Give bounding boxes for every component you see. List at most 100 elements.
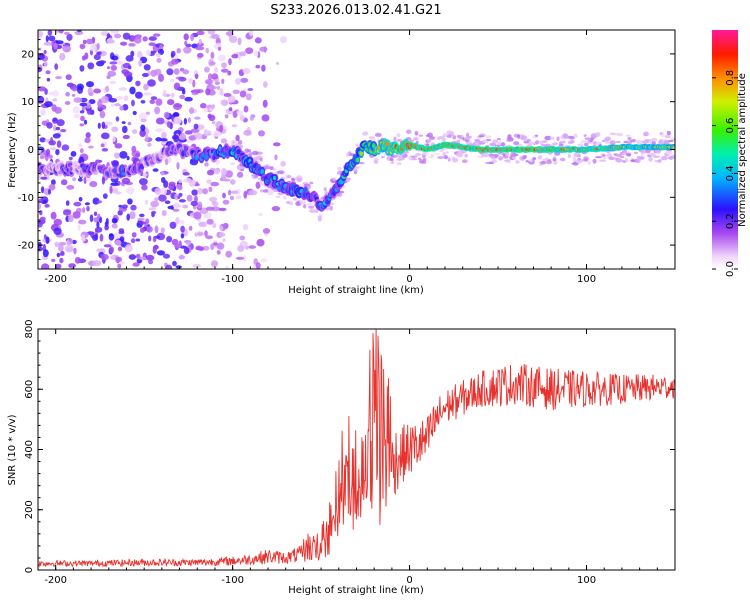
noise-blob — [173, 68, 180, 75]
noise-blob — [258, 130, 265, 137]
noise-blob — [261, 64, 266, 72]
halo-blob — [465, 136, 470, 141]
noise-blob — [85, 132, 91, 139]
noise-blob — [196, 30, 205, 36]
halo-blob — [374, 132, 382, 138]
noise-blob — [78, 143, 83, 148]
halo-blob — [633, 151, 639, 155]
noise-blob — [124, 72, 129, 77]
halo-blob — [535, 140, 540, 145]
halo-blob — [323, 187, 327, 192]
noise-blob — [198, 221, 206, 227]
noise-blob — [240, 77, 249, 83]
noise-blob — [263, 81, 268, 88]
noise-blob — [50, 137, 54, 145]
halo-blob — [291, 178, 296, 182]
noise-blob — [190, 128, 200, 133]
noise-blob — [145, 49, 151, 56]
noise-blob — [99, 216, 103, 224]
halo-blob — [549, 136, 555, 141]
noise-blob — [261, 114, 270, 122]
noise-blob — [260, 189, 264, 193]
halo-blob — [288, 201, 294, 206]
noise-blob — [204, 79, 213, 85]
noise-blob — [58, 244, 64, 252]
halo-blob — [667, 156, 675, 160]
noise-blob — [90, 44, 98, 52]
noise-blob — [94, 233, 99, 241]
halo-blob — [636, 139, 644, 145]
x-tick-label: 0 — [406, 274, 412, 285]
noise-blob — [118, 87, 128, 91]
noise-blob — [208, 186, 213, 192]
halo-blob — [619, 156, 625, 159]
noise-blob — [175, 183, 183, 190]
noise-blob — [227, 70, 232, 76]
noise-blob — [77, 30, 82, 33]
noise-blob — [187, 117, 191, 123]
noise-blob — [73, 113, 81, 119]
noise-blob — [258, 212, 263, 216]
noise-blob — [77, 177, 83, 182]
noise-blob — [229, 195, 235, 201]
noise-blob — [117, 263, 122, 269]
noise-blob — [53, 42, 58, 50]
noise-blob — [228, 107, 233, 112]
halo-blob — [616, 132, 624, 137]
noise-blob — [132, 262, 140, 267]
noise-blob — [64, 244, 74, 253]
noise-blob — [194, 73, 199, 80]
noise-blob — [237, 37, 242, 46]
noise-blob — [184, 130, 193, 135]
noise-blob — [182, 172, 190, 176]
noise-blob — [114, 33, 122, 39]
noise-blob — [74, 30, 84, 36]
spectrogram-x-label: Height of straight line (km) — [288, 285, 424, 296]
halo-blob — [410, 155, 418, 158]
noise-blob — [163, 253, 170, 259]
noise-blob — [38, 149, 42, 154]
colorbar-tick-label: 0.6 — [725, 118, 736, 134]
ridge-core — [385, 141, 390, 147]
noise-blob — [262, 99, 268, 108]
noise-blob — [152, 168, 159, 172]
halo-blob — [461, 159, 468, 164]
noise-blob — [230, 179, 236, 185]
snr-axes: -200 -100 0 100 0 200 400 600 800 — [24, 319, 676, 586]
noise-blob — [210, 51, 215, 59]
noise-blob — [99, 233, 104, 242]
noise-blob — [126, 156, 130, 161]
noise-blob — [163, 111, 170, 119]
noise-blob — [249, 30, 254, 37]
noise-blob — [44, 88, 48, 95]
noise-blob — [173, 112, 180, 117]
halo-blob — [409, 139, 415, 142]
noise-blob — [111, 55, 119, 61]
halo-blob — [660, 156, 668, 161]
noise-blob — [72, 177, 76, 182]
halo-blob — [439, 148, 445, 152]
noise-blob — [221, 62, 227, 69]
noise-blob — [54, 106, 62, 114]
noise-blob — [79, 102, 88, 107]
noise-blob — [184, 40, 188, 46]
halo-blob — [390, 161, 395, 164]
noise-blob — [132, 110, 137, 116]
noise-blob — [97, 99, 103, 108]
noise-blob — [197, 187, 204, 195]
halo-blob — [612, 132, 618, 136]
noise-blob — [130, 50, 135, 57]
halo-blob — [626, 154, 632, 157]
noise-blob — [210, 104, 216, 109]
noise-blob — [171, 92, 175, 98]
halo-blob — [665, 150, 673, 155]
halo-blob — [413, 137, 419, 141]
noise-blob — [104, 221, 109, 227]
y-tick-label: 600 — [24, 380, 35, 399]
noise-blob — [227, 189, 232, 196]
noise-blob — [108, 98, 118, 103]
noise-blob — [119, 151, 128, 159]
noise-blob — [272, 142, 281, 147]
noise-blob — [188, 135, 197, 141]
noise-blob — [254, 37, 262, 44]
